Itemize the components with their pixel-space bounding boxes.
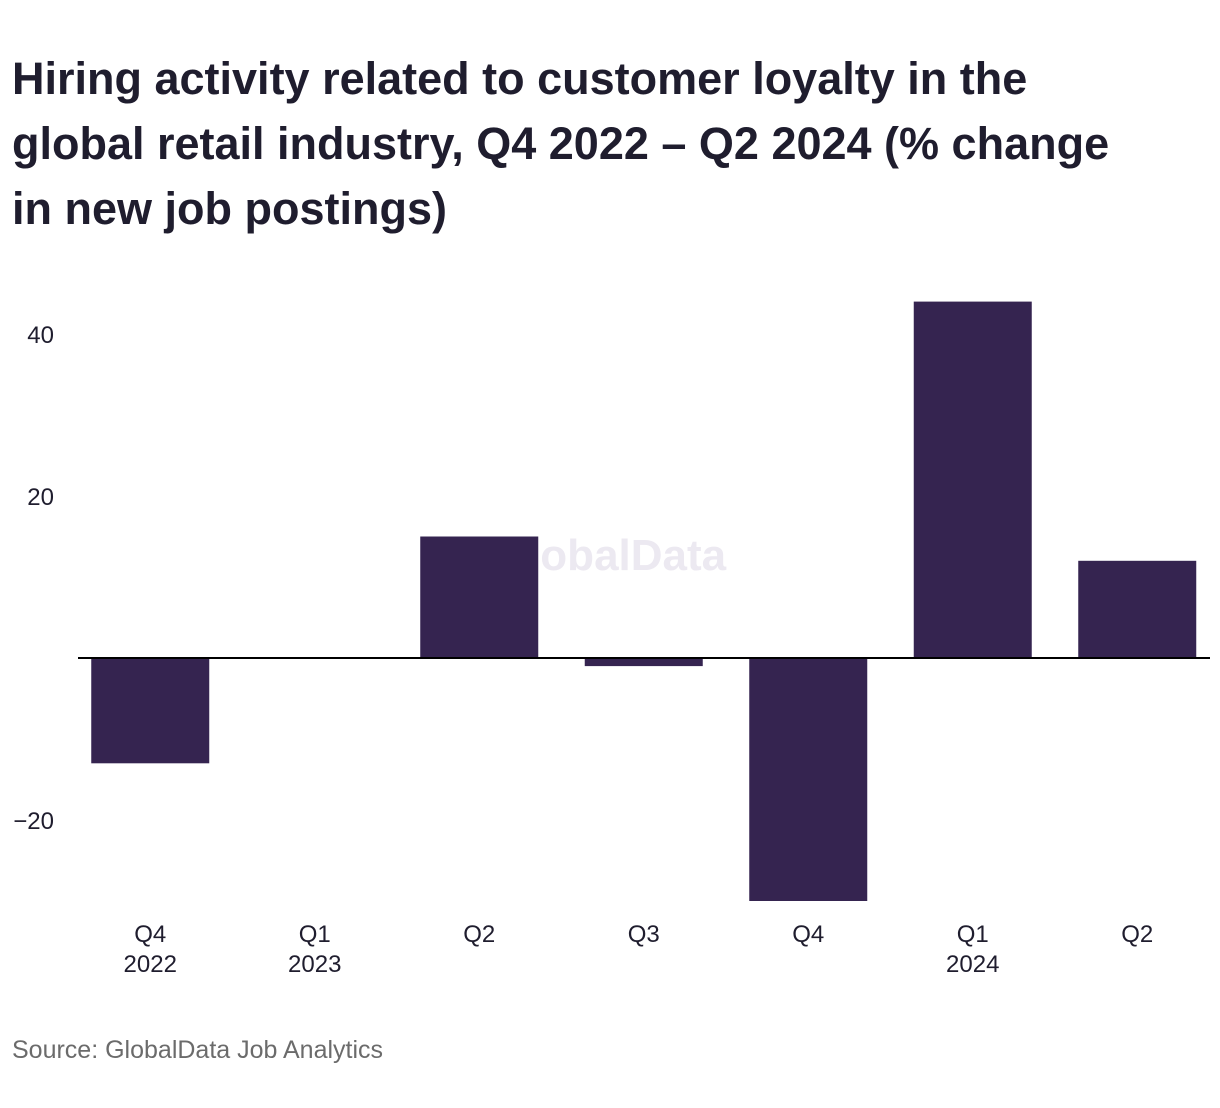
x-tick-year-label: 2022 xyxy=(124,951,177,978)
x-tick-label: Q4 xyxy=(134,921,166,948)
x-tick-label: Q2 xyxy=(1121,921,1153,948)
y-tick-label: −20 xyxy=(13,808,54,835)
chart-title-line-1: Hiring activity related to customer loya… xyxy=(12,53,1028,104)
chart-title-line-3: in new job postings) xyxy=(12,183,447,234)
y-axis-ticks: 40 20 −20 xyxy=(13,322,54,835)
chart-title-line-2: global retail industry, Q4 2022 – Q2 202… xyxy=(12,118,1110,169)
x-tick-year-label: 2023 xyxy=(288,951,341,978)
bar xyxy=(913,301,1032,658)
x-tick-label: Q1 xyxy=(299,921,331,948)
source-note: Source: GlobalData Job Analytics xyxy=(12,1036,384,1064)
y-tick-label: 40 xyxy=(27,322,54,349)
x-tick-year-label: 2024 xyxy=(946,951,999,978)
bar xyxy=(1078,560,1197,658)
bar xyxy=(420,536,539,658)
x-tick-label: Q1 xyxy=(957,921,989,948)
bars xyxy=(91,301,1197,901)
bar xyxy=(749,658,868,901)
x-tick-label: Q3 xyxy=(628,921,660,948)
x-axis-ticks: Q4 2022 Q1 2023 Q2 Q3 Q4 Q1 2024 Q2 xyxy=(124,921,1154,978)
bar xyxy=(584,658,703,667)
chart-title: Hiring activity related to customer loya… xyxy=(12,46,1217,241)
x-tick-label: Q2 xyxy=(463,921,495,948)
x-tick-label: Q4 xyxy=(792,921,824,948)
bar xyxy=(91,658,210,764)
y-tick-label: 20 xyxy=(27,484,54,511)
